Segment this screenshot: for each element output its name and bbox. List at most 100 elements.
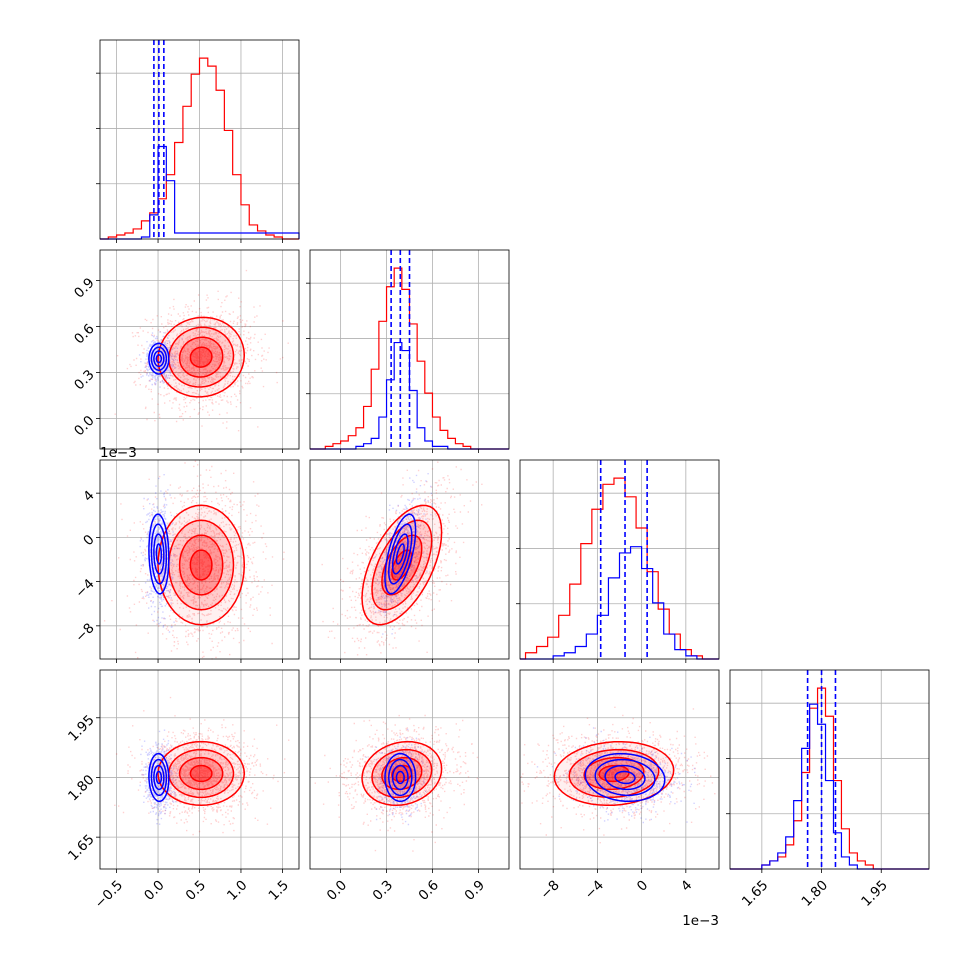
x-tick-label: 0.3 [370,877,397,904]
contour-line [148,342,170,375]
scatter-points [314,714,479,852]
x-tick-label: 1.0 [224,877,251,904]
panel-frame [309,669,510,870]
contour-line [157,316,246,398]
contour-line [153,533,165,575]
contour-line [150,758,168,797]
contour-line [381,756,423,791]
y-tick-label: −8 [72,620,97,645]
y-tick-label: 0.9 [71,275,98,302]
x-tick-label: −4 [582,877,607,902]
density-fill [362,505,442,625]
histogram-param-2 [516,460,719,660]
scatter-panel-0-2 [103,460,285,660]
density-fill [168,749,234,798]
y-tick-label: 0.0 [71,413,98,440]
contour-line [155,354,163,364]
x-tick-label: 0.9 [461,877,488,904]
panel-frame [729,669,930,870]
contour-line [584,752,666,803]
panel-frame [309,459,510,660]
contour-line [155,770,163,785]
contour-line [189,764,213,783]
scatter-points [114,269,289,432]
contour-line [391,533,409,575]
x-tick-label: 1.65 [739,877,772,910]
x-tick-label: 0 [634,877,651,894]
panel-0-2 [100,460,299,659]
y-tick-label: 0.6 [71,321,98,348]
density-fill [179,337,223,377]
contour-line [150,346,168,371]
contour-line [568,748,660,799]
density-fill [599,765,629,782]
histogram-step [310,341,509,450]
contour-line [189,549,213,581]
contour-line [189,346,213,368]
histogram-param-0 [96,40,300,240]
contour-line [153,764,165,791]
y-tick-label: −4 [72,576,97,601]
scatter-points [114,696,290,836]
density-fill [391,550,412,580]
x-tick-label: 1.80 [799,877,832,910]
density-fill [190,550,212,580]
density-fill [372,520,432,610]
contour-line [155,543,163,565]
contour-line [594,758,656,797]
x-offset-label: 1e−3 [682,913,719,929]
panel-frame [519,459,720,660]
y-tick-label: 1.95 [65,712,98,745]
density-fill [168,327,234,387]
contour-line [388,523,413,585]
contour-line [371,519,433,611]
scatter-panel-0-1 [114,269,289,432]
x-tick-label: 1.5 [266,877,293,904]
panel-0-3 [100,670,299,869]
y-tick-label: 1.65 [65,832,98,865]
contour-line [361,740,443,807]
panel-frame [519,669,720,870]
density-fill [158,741,245,806]
histogram-param-1 [306,250,509,450]
x-tick-label: −8 [537,877,562,902]
histogram-param-3 [726,670,929,870]
density-fill [190,765,212,782]
histogram-step [520,477,719,660]
y-tick-label: 0.3 [71,367,98,394]
contour-line [371,748,433,799]
contour-line [583,756,645,791]
contour-line [395,543,405,565]
panel-0-1 [100,250,299,449]
density-fill [179,535,223,595]
y-tick-label: 4 [80,488,97,505]
contour-line [178,336,224,378]
scatter-panel-0-3 [114,696,290,836]
contour-line [157,740,246,807]
density-fill [168,520,234,610]
histogram-step [310,267,509,450]
histogram-step [730,687,929,870]
panel-frame [309,249,510,450]
contour-line [157,504,246,626]
contour-line [150,523,168,585]
density-fill [158,505,245,625]
contour-line [384,752,417,803]
contour-line [361,504,443,626]
contour-line [178,534,224,596]
scatter-points [139,474,181,633]
x-tick-label: 0.0 [141,877,168,904]
density-fill [158,317,245,397]
contour-line [148,752,170,803]
density-fill [381,535,422,595]
x-tick-label: −0.5 [92,877,126,911]
scatter-panel-1-2 [321,461,483,656]
x-tick-label: 0.0 [324,877,351,904]
contour-line [148,513,170,595]
contour-line [384,513,417,595]
y-tick-label: 0 [80,532,97,549]
contour-line [178,756,224,791]
histogram-step [730,703,929,870]
y-tick-label: 1.80 [65,772,98,805]
